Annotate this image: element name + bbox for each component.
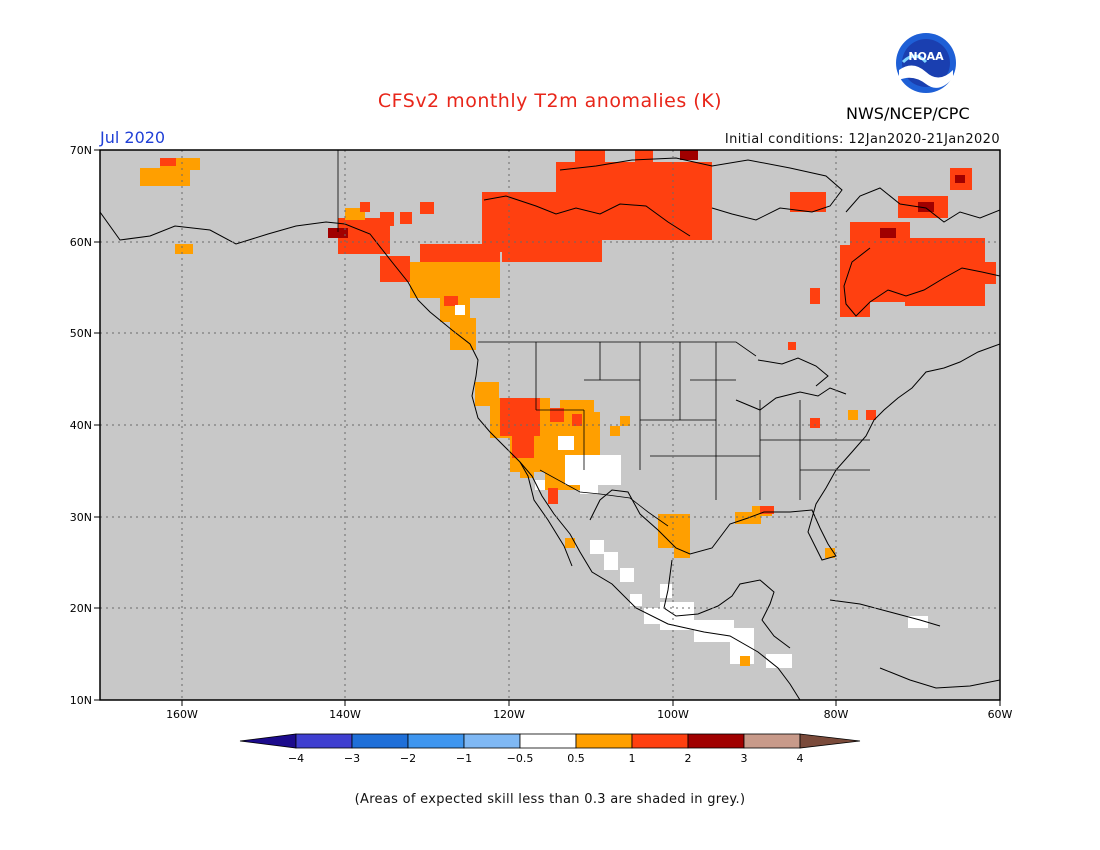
latitude-labels: 70N 60N 50N 40N 30N 20N 10N bbox=[70, 144, 92, 707]
colorbar-tick: −3 bbox=[344, 752, 360, 765]
colorbar-tick: −0.5 bbox=[507, 752, 534, 765]
lat-label: 50N bbox=[70, 327, 92, 340]
colorbar-tick: 3 bbox=[741, 752, 748, 765]
lon-label: 160W bbox=[166, 708, 198, 721]
lon-label: 100W bbox=[657, 708, 689, 721]
colorbar-lower-triangle bbox=[239, 733, 297, 749]
lon-label: 60W bbox=[988, 708, 1013, 721]
anomaly-patch-texas bbox=[658, 514, 750, 666]
valid-month: Jul 2020 bbox=[100, 128, 166, 147]
lat-label: 10N bbox=[70, 694, 92, 707]
colorbar-tick: 0.5 bbox=[567, 752, 585, 765]
colorbar-tick: −2 bbox=[400, 752, 416, 765]
lat-label: 30N bbox=[70, 511, 92, 524]
colorbar-tick: 1 bbox=[629, 752, 636, 765]
anomaly-patch-western-canada bbox=[380, 244, 500, 350]
lon-label: 120W bbox=[493, 708, 525, 721]
axis-ticks bbox=[94, 149, 1001, 706]
colorbar bbox=[239, 733, 861, 749]
colorbar-upper-triangle bbox=[799, 733, 861, 749]
colorbar-tick: −4 bbox=[288, 752, 304, 765]
initial-conditions-label: Initial conditions: bbox=[724, 132, 844, 147]
anomaly-patch-great-basin bbox=[500, 398, 582, 504]
lon-label: 140W bbox=[329, 708, 361, 721]
initial-conditions: Initial conditions: 12Jan2020-21Jan2020 bbox=[725, 132, 1000, 147]
svg-text:NOAA: NOAA bbox=[908, 50, 944, 63]
graticule bbox=[100, 150, 1000, 700]
lat-label: 40N bbox=[70, 419, 92, 432]
colorbar-labels: −4 −3 −2 −1 −0.5 0.5 1 2 3 4 bbox=[288, 752, 804, 765]
agency-label: NWS/NCEP/CPC bbox=[846, 104, 970, 123]
anomaly-patch-quebec-labrador bbox=[788, 168, 996, 350]
longitude-labels: 160W 140W 120W 100W 80W 60W bbox=[166, 708, 1012, 721]
anomaly-patch-alaska-yukon bbox=[140, 158, 434, 254]
noaa-logo: NOAA bbox=[896, 33, 956, 93]
colorbar-tick: −1 bbox=[456, 752, 472, 765]
lon-label: 80W bbox=[824, 708, 849, 721]
lat-label: 70N bbox=[70, 144, 92, 157]
colorbar-tick: 4 bbox=[797, 752, 804, 765]
initial-conditions-range: 12Jan2020-21Jan2020 bbox=[848, 132, 1000, 147]
chart-title: CFSv2 monthly T2m anomalies (K) bbox=[377, 90, 723, 112]
colorbar-tick: 2 bbox=[685, 752, 692, 765]
lat-label: 20N bbox=[70, 602, 92, 615]
lat-label: 60N bbox=[70, 236, 92, 249]
footnote: (Areas of expected skill less than 0.3 a… bbox=[354, 792, 746, 807]
